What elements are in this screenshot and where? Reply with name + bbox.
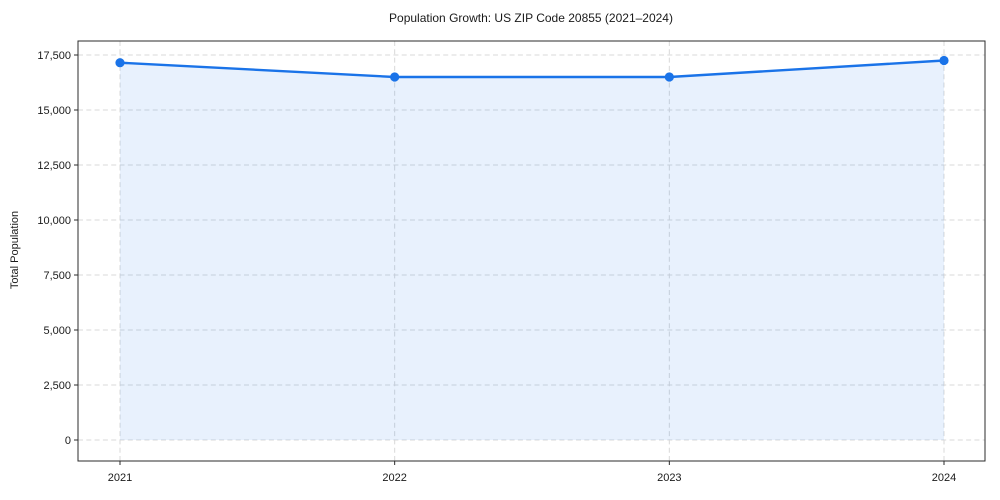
- grid: [78, 41, 985, 461]
- y-tick-label: 5,000: [43, 325, 71, 337]
- area-fill: [120, 60, 944, 440]
- data-point-2021: [115, 58, 125, 68]
- x-tick-label: 2023: [657, 472, 681, 484]
- plot-border: [77, 40, 986, 462]
- ticks: 0 2,500 5,000 7,500 10,000 12,500 15,000 17,500…: [37, 50, 956, 484]
- x-tick-label: 2022: [382, 472, 406, 484]
- y-axis-label: Total Population: [9, 211, 21, 289]
- data-points: [115, 55, 949, 82]
- data-point-2022: [390, 72, 400, 82]
- data-point-2023: [664, 72, 674, 82]
- x-tick-label: 2024: [932, 472, 956, 484]
- y-tick-label: 12,500: [37, 160, 71, 172]
- y-tick-label: 17,500: [37, 50, 71, 62]
- y-tick-label: 15,000: [37, 105, 71, 117]
- chart-title: Population Growth: US ZIP Code 20855 (20…: [389, 11, 673, 25]
- y-tick-label: 10,000: [37, 215, 71, 227]
- data-point-2024: [939, 55, 949, 66]
- line-series: [118, 59, 946, 79]
- x-tick-label: 2021: [108, 472, 132, 484]
- y-tick-label: 7,500: [43, 270, 71, 282]
- y-tick-label: 0: [65, 435, 71, 447]
- y-tick-label: 2,500: [43, 380, 71, 392]
